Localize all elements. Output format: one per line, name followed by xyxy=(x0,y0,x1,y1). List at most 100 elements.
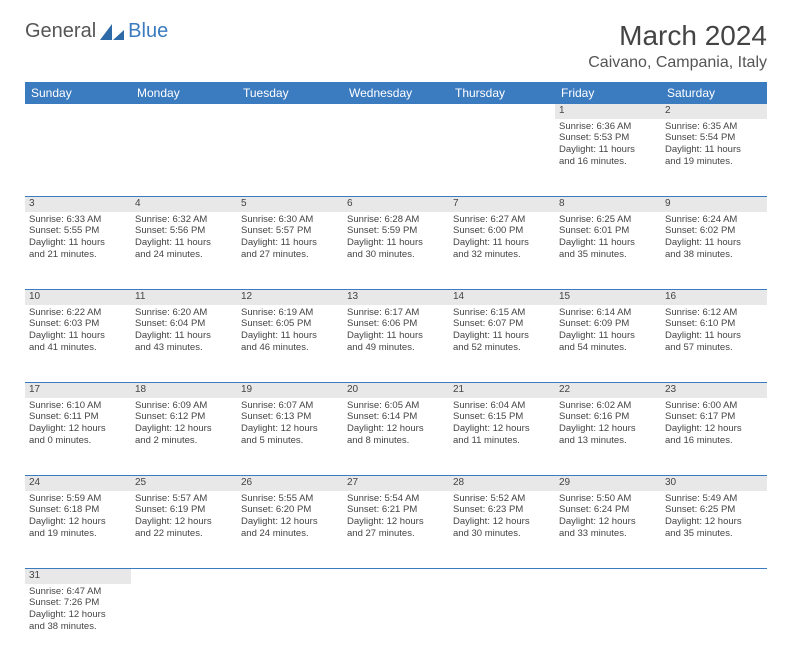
day-number-cell: 2 xyxy=(661,104,767,119)
day-line: Daylight: 11 hours xyxy=(665,144,763,156)
day-content-cell: Sunrise: 6:02 AMSunset: 6:16 PMDaylight:… xyxy=(555,398,661,476)
day-details: Sunrise: 6:19 AMSunset: 6:05 PMDaylight:… xyxy=(237,305,343,359)
day-content-cell: Sunrise: 6:09 AMSunset: 6:12 PMDaylight:… xyxy=(131,398,237,476)
day-line: Sunrise: 6:27 AM xyxy=(453,214,551,226)
day-details: Sunrise: 6:30 AMSunset: 5:57 PMDaylight:… xyxy=(237,212,343,266)
day-line: Sunrise: 6:00 AM xyxy=(665,400,763,412)
day-line: Daylight: 11 hours xyxy=(559,237,657,249)
day-line: and 5 minutes. xyxy=(241,435,339,447)
day-number-cell: 28 xyxy=(449,476,555,491)
day-content-cell: Sunrise: 5:54 AMSunset: 6:21 PMDaylight:… xyxy=(343,491,449,569)
day-content-cell: Sunrise: 6:07 AMSunset: 6:13 PMDaylight:… xyxy=(237,398,343,476)
day-details: Sunrise: 6:28 AMSunset: 5:59 PMDaylight:… xyxy=(343,212,449,266)
day-details: Sunrise: 6:12 AMSunset: 6:10 PMDaylight:… xyxy=(661,305,767,359)
day-line: Sunrise: 6:04 AM xyxy=(453,400,551,412)
day-details: Sunrise: 6:04 AMSunset: 6:15 PMDaylight:… xyxy=(449,398,555,452)
day-details: Sunrise: 6:25 AMSunset: 6:01 PMDaylight:… xyxy=(555,212,661,266)
day-details: Sunrise: 5:54 AMSunset: 6:21 PMDaylight:… xyxy=(343,491,449,545)
day-details: Sunrise: 6:32 AMSunset: 5:56 PMDaylight:… xyxy=(131,212,237,266)
weekday-header: Tuesday xyxy=(237,82,343,104)
day-content-cell: Sunrise: 6:19 AMSunset: 6:05 PMDaylight:… xyxy=(237,305,343,383)
day-number-cell xyxy=(449,104,555,119)
day-number-cell: 20 xyxy=(343,383,449,398)
day-line: Daylight: 12 hours xyxy=(135,423,233,435)
day-number-cell: 4 xyxy=(131,197,237,212)
day-details: Sunrise: 6:22 AMSunset: 6:03 PMDaylight:… xyxy=(25,305,131,359)
day-details: Sunrise: 6:15 AMSunset: 6:07 PMDaylight:… xyxy=(449,305,555,359)
day-details: Sunrise: 5:57 AMSunset: 6:19 PMDaylight:… xyxy=(131,491,237,545)
day-line: and 46 minutes. xyxy=(241,342,339,354)
day-line: Daylight: 11 hours xyxy=(135,237,233,249)
logo-text-2: Blue xyxy=(128,20,168,43)
day-line: Sunset: 6:01 PM xyxy=(559,225,657,237)
day-number-row: 31 xyxy=(25,569,767,584)
day-line: Sunrise: 5:50 AM xyxy=(559,493,657,505)
day-line: and 35 minutes. xyxy=(559,249,657,261)
day-content-cell: Sunrise: 6:12 AMSunset: 6:10 PMDaylight:… xyxy=(661,305,767,383)
day-number-cell xyxy=(555,569,661,584)
day-content-cell: Sunrise: 6:04 AMSunset: 6:15 PMDaylight:… xyxy=(449,398,555,476)
day-content-cell: Sunrise: 6:05 AMSunset: 6:14 PMDaylight:… xyxy=(343,398,449,476)
day-line: Sunrise: 5:52 AM xyxy=(453,493,551,505)
day-content-cell: Sunrise: 6:36 AMSunset: 5:53 PMDaylight:… xyxy=(555,119,661,197)
day-line: Sunrise: 6:20 AM xyxy=(135,307,233,319)
day-line: Sunset: 5:54 PM xyxy=(665,132,763,144)
day-line: Sunset: 5:59 PM xyxy=(347,225,445,237)
day-content-cell: Sunrise: 6:14 AMSunset: 6:09 PMDaylight:… xyxy=(555,305,661,383)
day-line: Daylight: 12 hours xyxy=(453,423,551,435)
day-line: Sunset: 6:02 PM xyxy=(665,225,763,237)
day-details: Sunrise: 6:36 AMSunset: 5:53 PMDaylight:… xyxy=(555,119,661,173)
day-line: Sunset: 6:23 PM xyxy=(453,504,551,516)
day-details: Sunrise: 6:27 AMSunset: 6:00 PMDaylight:… xyxy=(449,212,555,266)
day-number-cell: 14 xyxy=(449,290,555,305)
day-number-cell: 25 xyxy=(131,476,237,491)
day-content-cell: Sunrise: 6:24 AMSunset: 6:02 PMDaylight:… xyxy=(661,212,767,290)
day-line: Sunrise: 6:19 AM xyxy=(241,307,339,319)
day-number-cell: 27 xyxy=(343,476,449,491)
day-content-cell: Sunrise: 6:10 AMSunset: 6:11 PMDaylight:… xyxy=(25,398,131,476)
day-content-cell xyxy=(661,584,767,662)
day-line: Daylight: 11 hours xyxy=(453,330,551,342)
day-content-cell xyxy=(131,119,237,197)
logo: GeneralBlue xyxy=(25,20,168,43)
day-line: and 19 minutes. xyxy=(665,156,763,168)
day-content-cell: Sunrise: 6:30 AMSunset: 5:57 PMDaylight:… xyxy=(237,212,343,290)
day-content-row: Sunrise: 6:36 AMSunset: 5:53 PMDaylight:… xyxy=(25,119,767,197)
day-line: Sunrise: 6:10 AM xyxy=(29,400,127,412)
day-line: Daylight: 12 hours xyxy=(453,516,551,528)
day-content-cell: Sunrise: 5:50 AMSunset: 6:24 PMDaylight:… xyxy=(555,491,661,569)
day-line: Sunrise: 6:07 AM xyxy=(241,400,339,412)
day-number-cell: 21 xyxy=(449,383,555,398)
day-line: Sunset: 6:11 PM xyxy=(29,411,127,423)
day-number-cell: 9 xyxy=(661,197,767,212)
day-line: and 11 minutes. xyxy=(453,435,551,447)
day-line: Sunset: 7:26 PM xyxy=(29,597,127,609)
day-content-cell xyxy=(25,119,131,197)
day-line: Daylight: 11 hours xyxy=(29,330,127,342)
day-line: and 19 minutes. xyxy=(29,528,127,540)
day-line: Sunset: 6:18 PM xyxy=(29,504,127,516)
day-line: Daylight: 12 hours xyxy=(347,423,445,435)
day-line: Sunrise: 6:12 AM xyxy=(665,307,763,319)
day-details: Sunrise: 6:00 AMSunset: 6:17 PMDaylight:… xyxy=(661,398,767,452)
day-number-row: 17181920212223 xyxy=(25,383,767,398)
day-line: and 30 minutes. xyxy=(453,528,551,540)
day-number-row: 10111213141516 xyxy=(25,290,767,305)
day-content-cell xyxy=(555,584,661,662)
calendar-grid: Sunday Monday Tuesday Wednesday Thursday… xyxy=(25,82,767,662)
day-line: and 30 minutes. xyxy=(347,249,445,261)
day-line: Daylight: 12 hours xyxy=(559,423,657,435)
day-number-cell xyxy=(25,104,131,119)
day-line: Daylight: 11 hours xyxy=(347,237,445,249)
day-number-cell: 6 xyxy=(343,197,449,212)
day-line: Sunrise: 6:25 AM xyxy=(559,214,657,226)
day-details: Sunrise: 5:52 AMSunset: 6:23 PMDaylight:… xyxy=(449,491,555,545)
day-line: Sunset: 6:15 PM xyxy=(453,411,551,423)
day-number-cell xyxy=(131,104,237,119)
day-line: and 24 minutes. xyxy=(241,528,339,540)
day-line: Daylight: 12 hours xyxy=(347,516,445,528)
day-line: Sunset: 6:19 PM xyxy=(135,504,233,516)
day-details: Sunrise: 6:33 AMSunset: 5:55 PMDaylight:… xyxy=(25,212,131,266)
day-number-row: 3456789 xyxy=(25,197,767,212)
day-details: Sunrise: 5:59 AMSunset: 6:18 PMDaylight:… xyxy=(25,491,131,545)
